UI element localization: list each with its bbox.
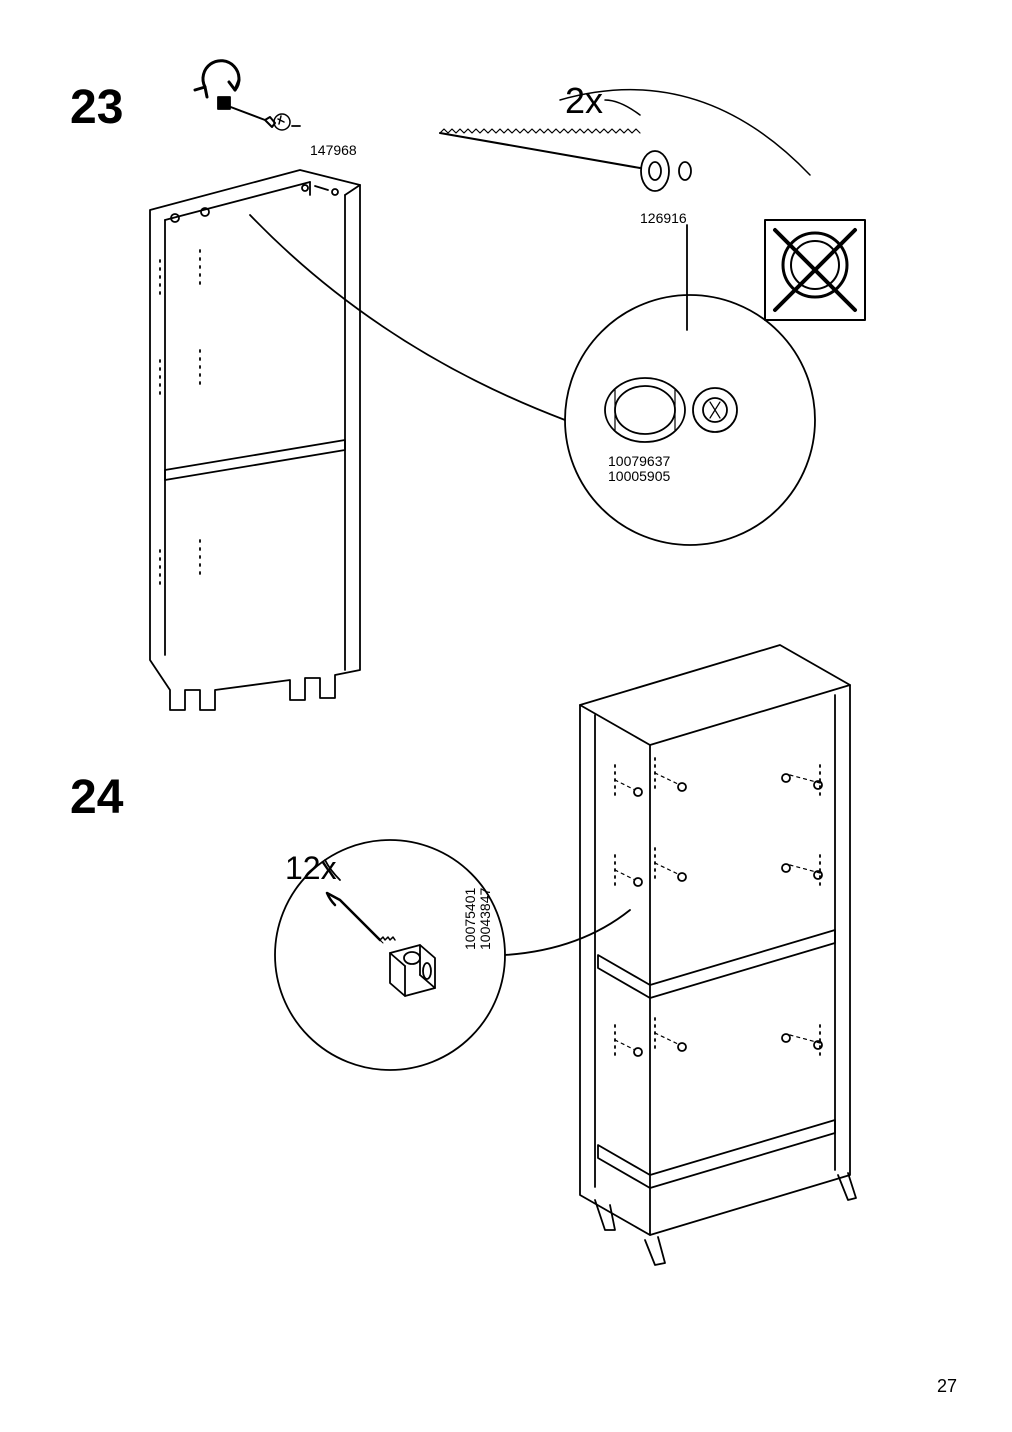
warning-no-tool-icon bbox=[765, 220, 865, 320]
part-10075401: 10075401 bbox=[462, 888, 478, 950]
part-126916: 126916 bbox=[640, 210, 687, 226]
step-number-23: 23 bbox=[70, 80, 123, 135]
page-number: 27 bbox=[937, 1376, 957, 1397]
cabinet-step-23 bbox=[150, 170, 360, 710]
step-number-24: 24 bbox=[70, 770, 123, 825]
cabinet-step-24 bbox=[580, 645, 856, 1265]
part-10079637: 10079637 bbox=[608, 453, 670, 469]
quantity-12x: 12x bbox=[285, 850, 337, 887]
quantity-2x: 2x bbox=[565, 80, 603, 122]
screwdriver-icon bbox=[195, 61, 290, 130]
part-147968: 147968 bbox=[310, 142, 357, 158]
assembly-diagram bbox=[0, 0, 1012, 1432]
part-10043847: 10043847 bbox=[477, 888, 493, 950]
bolt-icon bbox=[292, 126, 691, 191]
detail-callout-circle bbox=[565, 295, 815, 545]
part-10005905: 10005905 bbox=[608, 468, 670, 484]
